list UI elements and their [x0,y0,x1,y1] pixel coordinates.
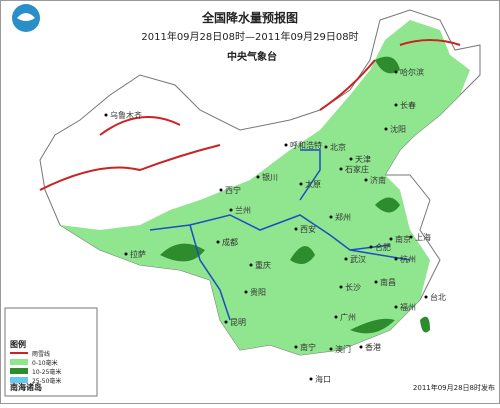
legend-label: 0-10毫米 [32,359,58,367]
city-dot [324,145,328,149]
city-dot [249,263,253,267]
city-dot [389,237,393,241]
city-dot [329,215,333,219]
city-label: 石家庄 [345,164,369,174]
inset-label: 南海诸岛 [10,382,42,392]
legend-label: 25-50毫米 [32,377,61,385]
city-dot [369,245,373,249]
rain-snow-line [39,39,461,191]
city-label: 广州 [340,312,356,322]
legend-swatch [10,368,28,374]
city-dot [364,178,368,182]
city-dot [256,175,260,179]
city-dot [334,315,338,319]
city-dot [294,227,298,231]
city-label: 兰州 [235,205,251,215]
city-dot [224,320,228,324]
city-dot [374,280,378,284]
city-label: 南京 [395,234,411,244]
agency: 中央气象台 [227,50,277,63]
city-dot [244,290,248,294]
city-dot [299,182,303,186]
city-label: 济南 [370,175,386,185]
legend-label: 雨雪线 [32,350,50,358]
subtitle: 2011年09月28日08时—2011年09月29日08时 [141,30,358,43]
city-label: 香港 [365,342,381,352]
city-dot [216,240,220,244]
city-label: 南宁 [300,342,316,352]
city-label: 呼和浩特 [290,140,322,150]
city-dot [394,305,398,309]
logo-mark [17,13,35,21]
city-dot [394,70,398,74]
city-label: 合肥 [375,242,391,252]
city-dot [294,345,298,349]
city-label: 哈尔滨 [400,67,424,77]
city-label: 乌鲁木齐 [110,110,142,120]
city-label: 南昌 [380,277,396,287]
city-dot [309,377,313,381]
city-label: 澳门 [335,344,351,354]
legend-swatch [10,377,28,383]
city-label: 长春 [400,100,416,110]
city-label: 重庆 [255,260,271,270]
legend-swatch [10,359,28,365]
city-label: 贵阳 [250,287,266,297]
city-label: 杭州 [400,254,416,264]
city-label: 北京 [330,142,346,152]
city-label: 银川 [262,172,278,182]
city-label: 西安 [300,224,316,234]
city-label: 沈阳 [390,124,406,134]
city-label: 昆明 [230,318,246,327]
city-dot [339,167,343,171]
city-dot [394,103,398,107]
city-label: 天津 [355,154,371,164]
city-label: 长沙 [345,282,361,292]
city-dot [124,252,128,256]
title: 全国降水量预报图 [201,10,298,25]
city-label: 海口 [315,374,331,384]
footer: 2011年09月28日8时发布 [413,383,495,392]
city-label: 郑州 [335,212,351,222]
city-dot [219,188,223,192]
rivers [149,149,411,321]
rain-0-10 [60,20,470,355]
legend-title: 图例 [10,339,26,349]
city-label: 武汉 [350,254,366,264]
city-label: 太原 [305,179,321,189]
city-dot [104,113,108,117]
city-label: 福州 [400,303,416,312]
city-dot [424,295,428,299]
city-label: 上海 [415,232,431,242]
city-label: 台北 [430,292,446,302]
city-dot [359,345,363,349]
city-dot [384,127,388,131]
legend-label: 10-25毫米 [32,368,61,376]
city-label: 西宁 [225,185,241,195]
city-dot [329,347,333,351]
city-dot [284,143,288,147]
city-dot [339,285,343,289]
city-dot [349,157,353,161]
city-dot [409,235,413,239]
city-dot [344,257,348,261]
city-dot [394,257,398,261]
city-dot [229,208,233,212]
city-label: 成都 [222,237,238,247]
city-label: 拉萨 [130,249,146,259]
